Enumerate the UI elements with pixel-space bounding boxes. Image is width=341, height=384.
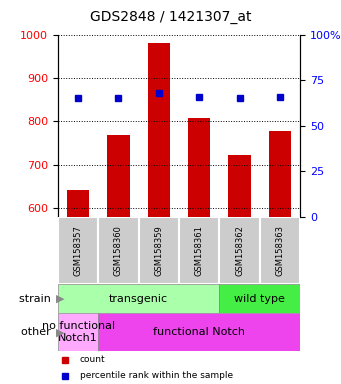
Bar bbox=[219, 217, 260, 284]
Text: GSM158363: GSM158363 bbox=[276, 225, 284, 276]
Text: strain: strain bbox=[19, 293, 55, 304]
Bar bbox=[148, 43, 170, 217]
Text: percentile rank within the sample: percentile rank within the sample bbox=[80, 371, 233, 380]
Text: ▶: ▶ bbox=[56, 293, 65, 304]
Text: wild type: wild type bbox=[234, 293, 285, 304]
Bar bbox=[67, 190, 89, 217]
Bar bbox=[98, 313, 300, 351]
Bar bbox=[58, 217, 98, 284]
Text: no functional
Notch1: no functional Notch1 bbox=[42, 321, 115, 343]
Text: transgenic: transgenic bbox=[109, 293, 168, 304]
Bar bbox=[58, 284, 219, 313]
Bar bbox=[98, 217, 139, 284]
Bar bbox=[228, 155, 251, 217]
Text: GSM158362: GSM158362 bbox=[235, 225, 244, 276]
Text: GSM158357: GSM158357 bbox=[74, 225, 83, 276]
Bar bbox=[269, 131, 291, 217]
Text: GSM158360: GSM158360 bbox=[114, 225, 123, 276]
Text: GSM158361: GSM158361 bbox=[195, 225, 204, 276]
Text: count: count bbox=[80, 355, 105, 364]
Bar bbox=[107, 135, 130, 217]
Bar bbox=[58, 313, 98, 351]
Bar bbox=[188, 118, 210, 217]
Text: GDS2848 / 1421307_at: GDS2848 / 1421307_at bbox=[90, 10, 251, 23]
Text: other: other bbox=[21, 327, 55, 337]
Text: ▶: ▶ bbox=[56, 327, 65, 337]
Text: functional Notch: functional Notch bbox=[153, 327, 245, 337]
Bar bbox=[139, 217, 179, 284]
Bar bbox=[179, 217, 219, 284]
Bar bbox=[219, 284, 300, 313]
Text: GSM158359: GSM158359 bbox=[154, 225, 163, 276]
Bar bbox=[260, 217, 300, 284]
